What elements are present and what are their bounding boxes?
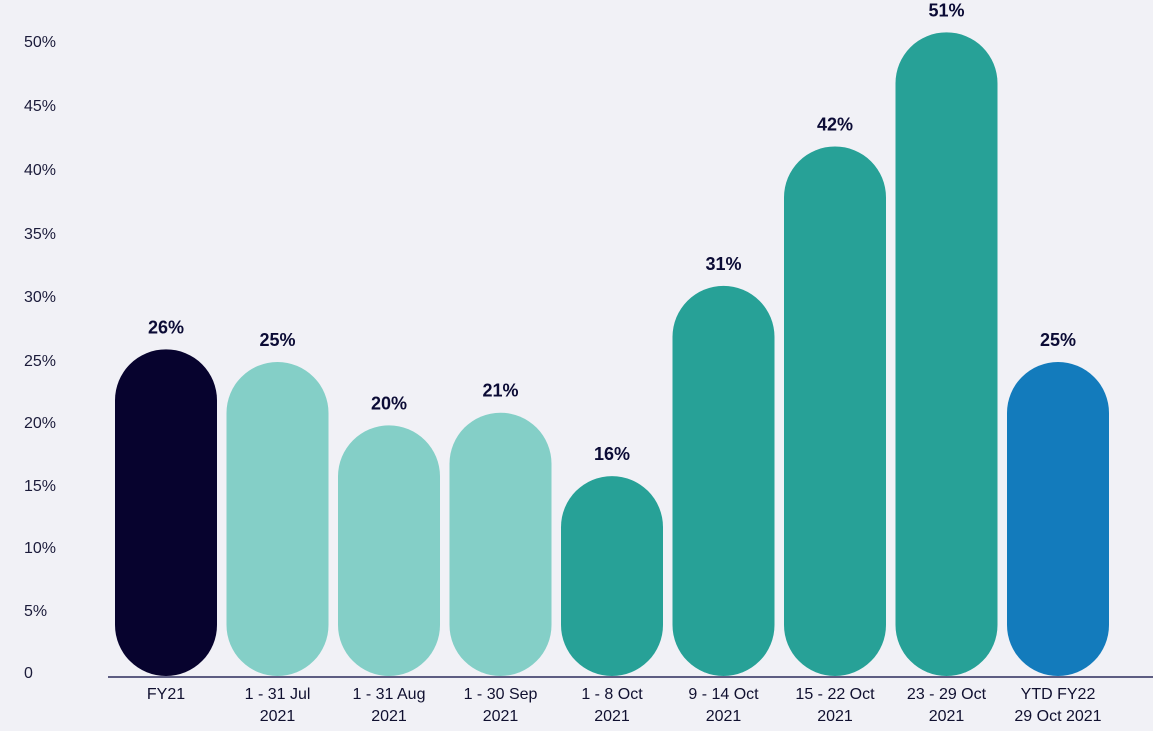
x-tick-label-line: 1 - 31 Aug [353,686,426,703]
y-tick-label: 35% [24,226,56,243]
y-tick-label: 0 [24,665,33,682]
data-label: 21% [482,381,518,401]
x-tick-label: 1 - 8 Oct 2021 [581,686,643,725]
x-tick-label-line: 29 Oct 2021 [1014,708,1101,725]
bar [226,362,329,676]
x-tick-label: 15 - 22 Oct 2021 [795,686,875,725]
data-label: 42% [817,114,853,134]
bar [449,412,552,676]
bar [672,285,775,676]
y-tick-label: 25% [24,353,56,370]
data-label: 16% [594,444,630,464]
bar [1007,362,1109,676]
y-tick-label: 45% [24,98,56,115]
x-tick-label: 1 - 31 Jul 2021 [245,686,311,725]
y-tick-label: 50% [24,34,56,51]
bar [115,349,217,676]
x-tick-label-line: FY21 [147,686,185,703]
y-tick-label: 10% [24,540,56,557]
bar [895,32,998,676]
x-tick-label-line: 1 - 30 Sep [464,686,538,703]
y-tick-label: 15% [24,478,56,495]
x-tick-label-line: 2021 [817,708,853,725]
x-tick-label-line: 2021 [929,708,965,725]
y-tick-label: 40% [24,162,56,179]
x-tick-label: 1 - 31 Aug 2021 [353,686,426,725]
bar [338,425,440,676]
bars [115,32,1109,676]
x-tick-label-line: 2021 [371,708,407,725]
data-label: 20% [371,393,407,413]
x-tick-label: FY21 [147,686,185,703]
x-tick-label-line: YTD FY22 [1021,686,1096,703]
data-label: 31% [705,254,741,274]
x-tick-label: 23 - 29 Oct 2021 [907,686,987,725]
x-tick-label-line: 1 - 8 Oct [581,686,643,703]
x-tick-label: 1 - 30 Sep 2021 [464,686,538,725]
y-tick-label: 30% [24,289,56,306]
x-tick-label-line: 2021 [483,708,519,725]
x-tick-label-line: 1 - 31 Jul [245,686,311,703]
bar [784,146,886,676]
bar [561,476,663,676]
x-tick-label-line: 2021 [594,708,630,725]
y-tick-label: 20% [24,415,56,432]
x-tick-label: 9 - 14 Oct 2021 [688,686,759,725]
y-axis: 0 5% 10% 15% 20% 25% 30% 35% 40% 45% 50% [24,34,56,682]
data-label: 25% [259,330,295,350]
data-label: 26% [148,317,184,337]
x-tick-label-line: 23 - 29 Oct [907,686,987,703]
x-tick-label-line: 9 - 14 Oct [688,686,759,703]
value-labels: 26% 25% 20% 21% 16% 31% 42% 51% 25% [148,0,1076,464]
y-tick-label: 5% [24,603,47,620]
x-tick-label-line: 2021 [706,708,742,725]
x-tick-label-line: 2021 [260,708,296,725]
x-tick-label: YTD FY22 29 Oct 2021 [1014,686,1101,725]
x-tick-label-line: 15 - 22 Oct [795,686,875,703]
data-label: 51% [928,0,964,20]
data-label: 25% [1040,330,1076,350]
